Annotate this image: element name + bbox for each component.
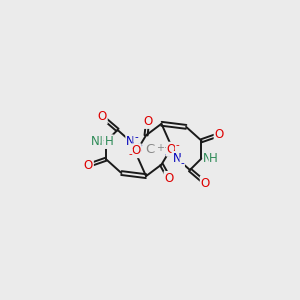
- Text: O: O: [143, 115, 152, 128]
- Text: O: O: [84, 159, 93, 172]
- Text: N: N: [126, 135, 135, 148]
- Text: ++: ++: [156, 143, 172, 153]
- Text: O: O: [98, 110, 107, 123]
- Text: O: O: [167, 143, 176, 156]
- Text: N: N: [91, 135, 100, 148]
- Text: -: -: [180, 158, 184, 168]
- Text: -: -: [134, 132, 138, 142]
- Text: O: O: [214, 128, 224, 141]
- Text: -: -: [128, 150, 132, 160]
- Text: Cu: Cu: [145, 143, 163, 157]
- Text: O: O: [201, 177, 210, 190]
- Text: N: N: [203, 152, 212, 165]
- Text: H: H: [101, 135, 110, 148]
- Text: -: -: [176, 140, 179, 150]
- Text: H: H: [209, 152, 218, 165]
- Text: O: O: [164, 172, 174, 185]
- Text: N: N: [172, 152, 181, 165]
- Text: H: H: [104, 135, 113, 148]
- Text: O: O: [131, 144, 141, 157]
- Text: N: N: [94, 135, 103, 148]
